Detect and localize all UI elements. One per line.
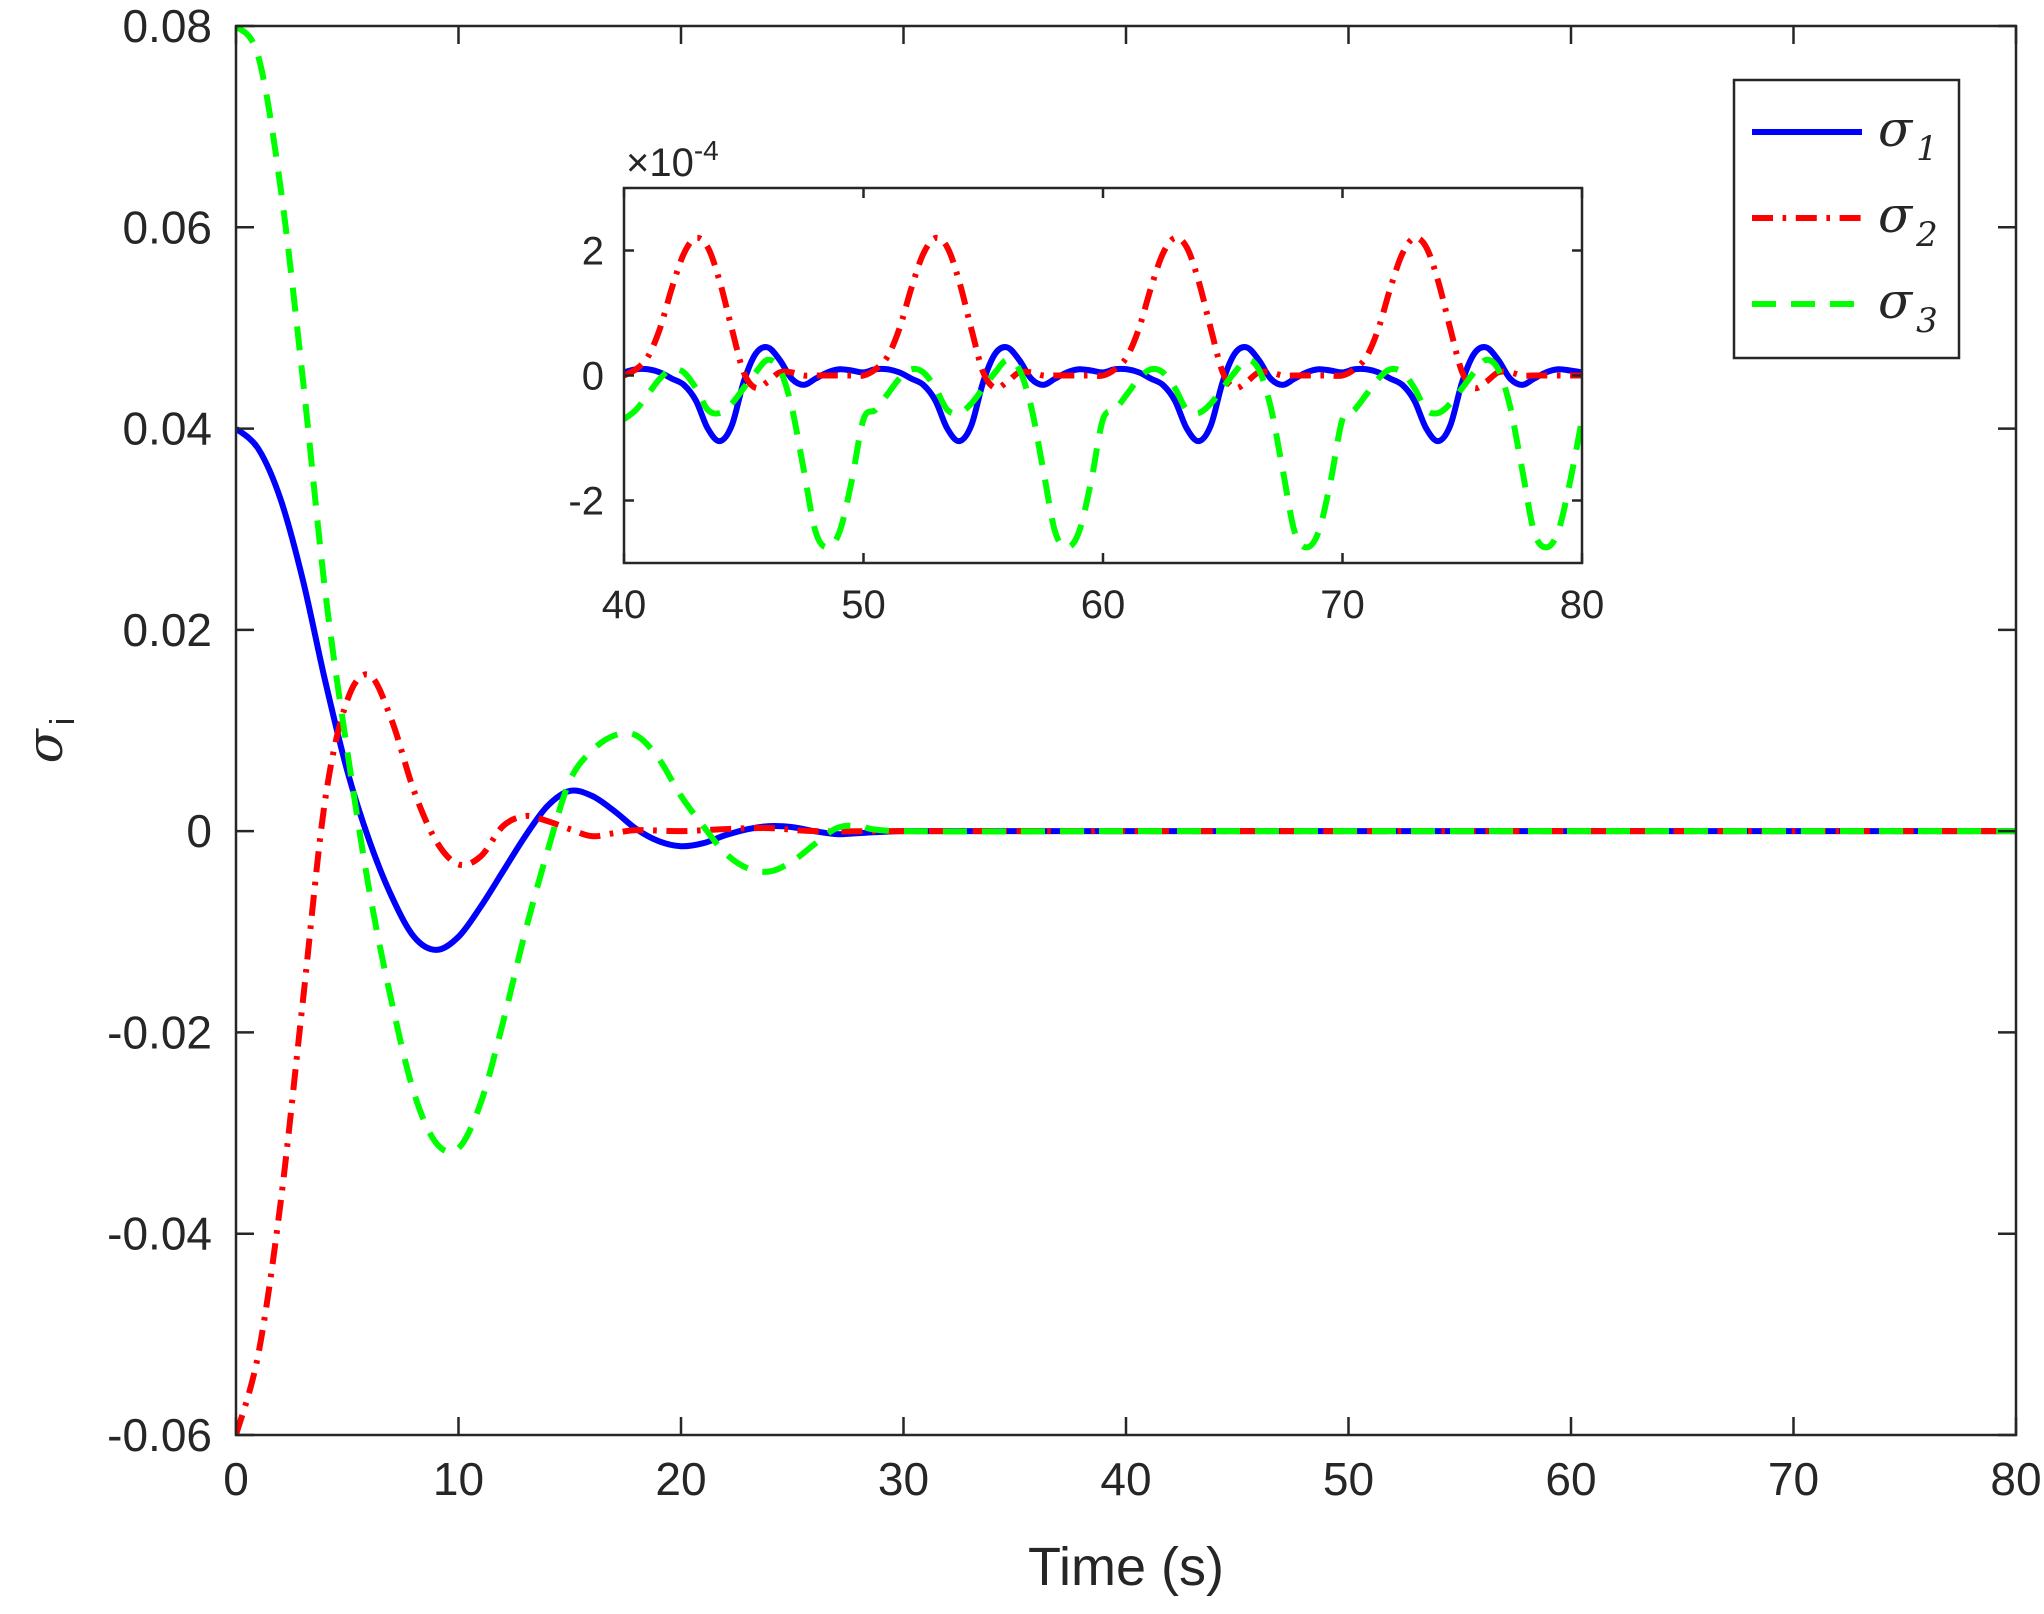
main-series-group	[236, 26, 2016, 1435]
y-axis-label-symbol: σ	[16, 727, 74, 763]
inset-y-tick-label: 0	[582, 355, 604, 399]
legend-label-subscript-2: 2	[1915, 215, 1938, 255]
inset-y-axis: -2 0 2	[568, 230, 1582, 524]
inset-series-group	[624, 234, 1582, 551]
main-y-tick-label: -0.02	[107, 1006, 212, 1058]
main-x-tick-label: 10	[433, 1453, 484, 1505]
inset-y-tick-label: -2	[568, 480, 604, 524]
main-x-tick-label: 30	[878, 1453, 929, 1505]
main-y-tick-label: 0	[186, 805, 212, 857]
main-y-tick-label: -0.06	[107, 1409, 212, 1461]
inset-plot: 40 50 60 70 80 -2 0 2 ×10-4	[568, 135, 1604, 627]
inset-series-line-1	[624, 344, 1582, 445]
inset-scale-prefix: ×10	[626, 141, 694, 185]
main-series-line-3	[236, 26, 2016, 1155]
inset-x-tick-label: 70	[1320, 583, 1365, 627]
legend: σ 1σ 2σ 3	[1732, 78, 1961, 360]
main-x-tick-label: 60	[1545, 1453, 1596, 1505]
main-x-tick-label: 70	[1768, 1453, 1819, 1505]
y-axis-label: σi	[16, 718, 82, 764]
main-x-axis: 0 10 20 30 40 50 60 70 80	[223, 26, 2042, 1505]
main-x-tick-label: 80	[1990, 1453, 2041, 1505]
legend-label-subscript-1: 1	[1916, 129, 1938, 169]
inset-x-tick-label: 60	[1081, 583, 1126, 627]
main-x-tick-label: 50	[1323, 1453, 1374, 1505]
x-axis-label: Time (s)	[1028, 1537, 1224, 1597]
inset-x-tick-label: 50	[841, 583, 886, 627]
inset-y-tick-label: 2	[582, 230, 604, 274]
inset-x-axis: 40 50 60 70 80	[602, 188, 1605, 627]
inset-scale-exponent: -4	[694, 135, 719, 166]
main-y-axis: -0.06 -0.04 -0.02 0 0.02 0.04 0.06 0.08	[107, 0, 2016, 1461]
inset-x-tick-label: 80	[1560, 583, 1605, 627]
main-y-tick-label: 0.02	[122, 604, 212, 656]
inset-x-tick-label: 40	[602, 583, 647, 627]
main-x-tick-label: 40	[1100, 1453, 1151, 1505]
main-y-tick-label: 0.08	[122, 0, 212, 52]
inset-series-line-2	[624, 234, 1582, 392]
inset-series-line-3	[624, 356, 1582, 551]
y-axis-label-subscript: i	[44, 718, 82, 726]
main-x-tick-label: 20	[655, 1453, 706, 1505]
inset-scale-label: ×10-4	[626, 135, 719, 185]
main-y-tick-label: 0.06	[122, 201, 212, 253]
legend-label-subscript-3: 3	[1916, 301, 1938, 341]
main-y-tick-label: -0.04	[107, 1208, 212, 1260]
main-y-tick-label: 0.04	[122, 403, 212, 455]
main-x-tick-label: 0	[223, 1453, 249, 1505]
